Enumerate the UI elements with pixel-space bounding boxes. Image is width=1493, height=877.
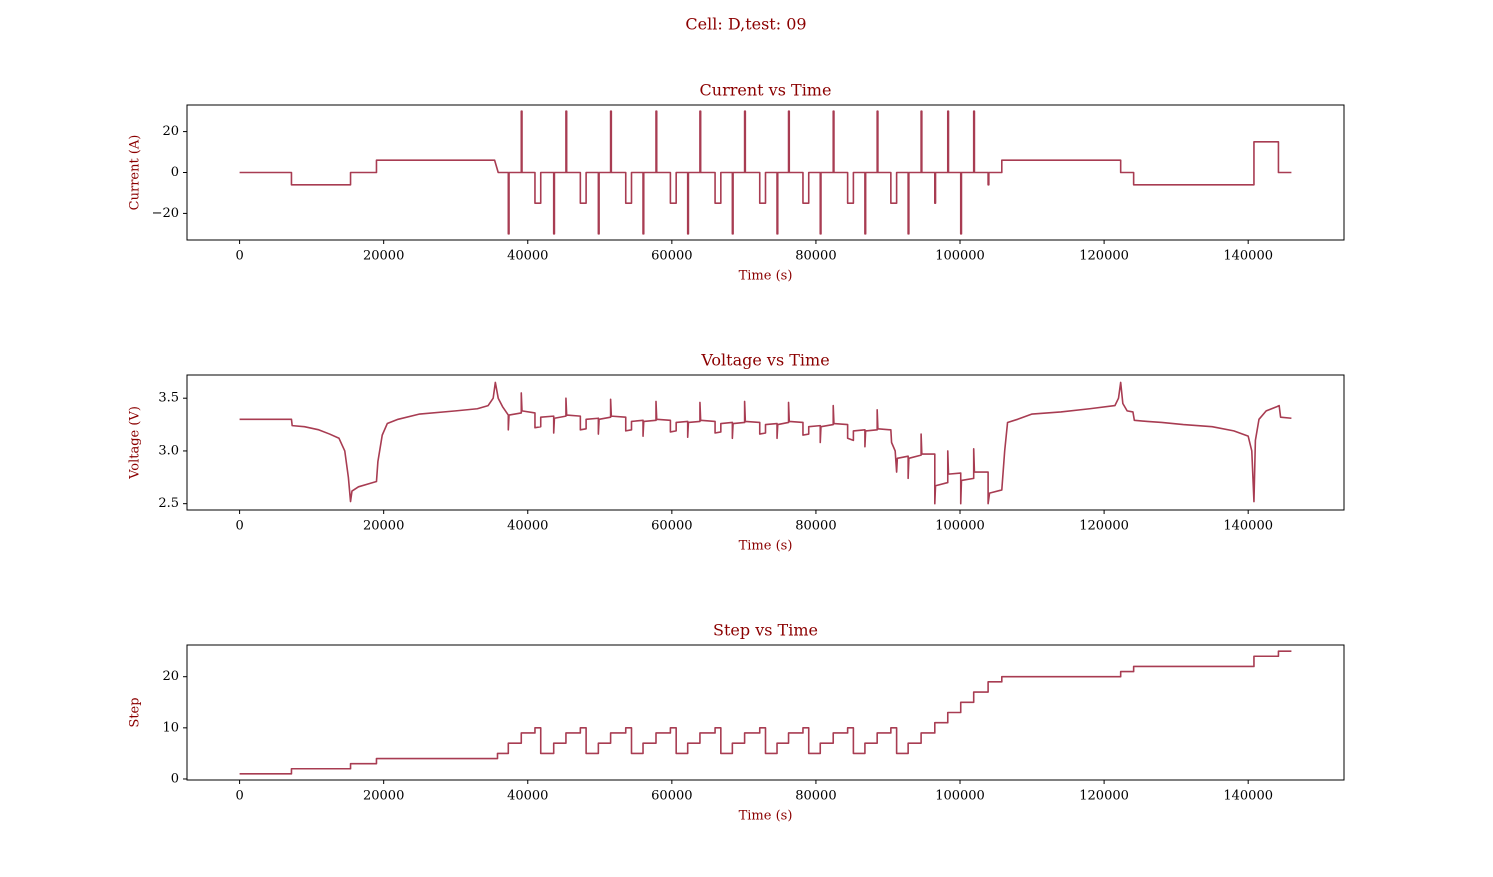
y-tick-label: 10 (162, 720, 179, 735)
figure-title: Cell: D,test: 09 (685, 15, 806, 34)
y-tick-label: −20 (152, 206, 179, 221)
x-axis-label: Time (s) (739, 269, 793, 284)
data-line (239, 110, 1292, 235)
x-tick-label: 140000 (1223, 789, 1273, 804)
x-tick-label: 60000 (651, 249, 692, 264)
y-tick-label: 2.5 (158, 496, 179, 511)
x-tick-label: 80000 (795, 249, 836, 264)
x-tick-label: 0 (235, 789, 243, 804)
x-tick-label: 40000 (507, 519, 548, 534)
y-axis-label: Step (128, 697, 143, 727)
x-tick-label: 40000 (507, 789, 548, 804)
axes-title: Current vs Time (700, 81, 832, 100)
y-tick-label: 20 (162, 124, 179, 139)
axes-title: Step vs Time (713, 621, 818, 640)
x-tick-label: 20000 (363, 789, 404, 804)
x-tick-label: 20000 (363, 249, 404, 264)
axes-title: Voltage vs Time (700, 351, 829, 370)
x-tick-label: 120000 (1079, 789, 1129, 804)
x-tick-label: 80000 (795, 519, 836, 534)
x-tick-label: 80000 (795, 789, 836, 804)
x-tick-label: 140000 (1223, 519, 1273, 534)
axes-frame (186, 374, 1345, 511)
x-tick-label: 60000 (651, 789, 692, 804)
data-line (239, 381, 1292, 505)
axes-frame (186, 104, 1345, 241)
x-tick-label: 100000 (935, 789, 985, 804)
x-axis-label: Time (s) (739, 539, 793, 554)
x-tick-label: 120000 (1079, 249, 1129, 264)
x-tick-label: 140000 (1223, 249, 1273, 264)
x-tick-label: 120000 (1079, 519, 1129, 534)
y-tick-label: 3.0 (158, 443, 179, 458)
y-axis-label: Voltage (V) (128, 406, 143, 480)
x-tick-label: 0 (235, 519, 243, 534)
y-tick-label: 0 (171, 165, 179, 180)
x-tick-label: 0 (235, 249, 243, 264)
data-line (239, 650, 1292, 775)
x-tick-label: 40000 (507, 249, 548, 264)
y-axis-label: Current (A) (128, 135, 143, 211)
y-tick-label: 0 (171, 771, 179, 786)
x-axis-label: Time (s) (739, 809, 793, 824)
x-tick-label: 60000 (651, 519, 692, 534)
y-tick-label: 20 (162, 669, 179, 684)
y-tick-label: 3.5 (158, 391, 179, 406)
x-tick-label: 100000 (935, 519, 985, 534)
axes-frame (186, 644, 1345, 781)
x-tick-label: 100000 (935, 249, 985, 264)
x-tick-label: 20000 (363, 519, 404, 534)
